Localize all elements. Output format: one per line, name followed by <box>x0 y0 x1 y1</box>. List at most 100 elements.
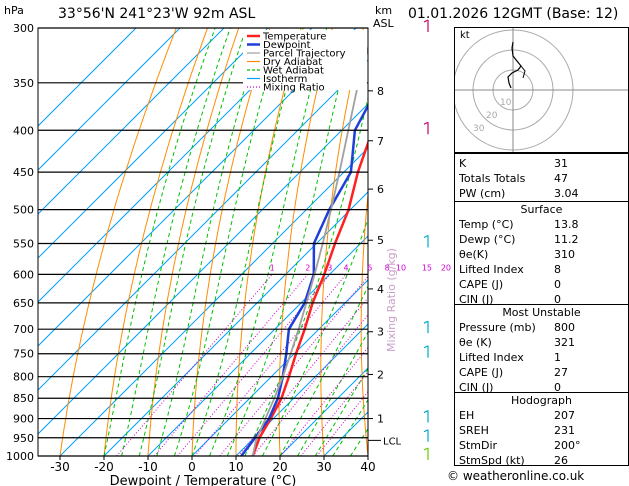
legend-label: Temperature <box>262 32 326 43</box>
wet-adiabat-line <box>191 28 304 456</box>
surface-row: Temp (°C) 13.8 <box>459 218 579 231</box>
hodograph-plot: 30 20 10 <box>455 28 628 152</box>
wind-barb <box>423 429 429 433</box>
legend-label: Parcel Trajectory <box>263 49 346 60</box>
mixing-ratio-line <box>177 274 331 456</box>
altitude-label: 1 <box>377 413 384 426</box>
isotherm-line <box>38 28 181 171</box>
wet-adiabat-line <box>103 28 216 456</box>
hodo-row: StmDir 200° <box>459 439 581 452</box>
pressure-unit-label: hPa <box>4 4 24 17</box>
x-tick-label: -20 <box>94 460 114 474</box>
mixing-ratio-label: 2 <box>305 263 310 272</box>
dry-adiabat-line <box>191 28 271 456</box>
isotherm-line <box>147 235 368 456</box>
wind-barb <box>423 410 429 414</box>
altitude-label: 5 <box>377 234 384 247</box>
wet-adiabat-line <box>173 28 283 456</box>
isotherm-line <box>38 28 225 215</box>
mixing-ratio-line <box>194 274 347 456</box>
hodo-row: StmSpd (kt) 26 <box>459 454 568 467</box>
legend-box <box>243 30 367 90</box>
wet-adiabat-line <box>297 330 368 456</box>
wet-adiabat-line <box>121 28 231 456</box>
hodo-row: SREH 231 <box>459 424 575 437</box>
surface-row: CIN (J) 0 <box>459 293 561 306</box>
datetime-label: 01.01.2026 12GMT (Base: 12) <box>408 6 619 22</box>
mixing-ratio-label: 20 <box>441 263 451 272</box>
dry-adiabat-line <box>59 28 177 456</box>
pressure-tick-label: 850 <box>13 392 34 405</box>
x-tick-label: 30 <box>316 460 331 474</box>
wind-barb <box>423 121 429 125</box>
wet-adiabat-line <box>209 28 328 456</box>
pressure-tick-label: 750 <box>13 348 34 361</box>
isotherm-line <box>38 28 269 259</box>
surface-title: Surface <box>520 203 563 216</box>
pressure-tick-label: 450 <box>13 166 34 179</box>
surface-panel: Surface Temp (°C) 13.8 Dewp (°C) 11.2 θe(K… <box>454 201 629 306</box>
surface-row: CAPE (J) 0 <box>459 278 561 291</box>
pressure-tick-label: 400 <box>13 124 34 137</box>
wind-barb <box>423 345 429 349</box>
mixing-ratio-label: 1 <box>270 263 275 272</box>
most-unstable-panel: Most Unstable Pressure (mb) 800 θe (K) 321… <box>454 304 629 394</box>
x-tick-label: -10 <box>138 460 158 474</box>
legend-label: Mixing Ratio <box>263 83 325 94</box>
legend-label: Isotherm <box>263 74 307 85</box>
mixing-ratio-label: 6 <box>367 263 372 272</box>
hodograph-panel: kt 30 20 10 <box>454 27 629 153</box>
hodograph-trace <box>507 41 522 89</box>
pressure-tick-label: 650 <box>13 297 34 310</box>
dry-adiabat-line <box>400 16 428 456</box>
pressure-tick-label: 900 <box>13 413 34 426</box>
legend-label: Dewpoint <box>263 40 311 51</box>
pressure-tick-label: 1000 <box>6 450 34 463</box>
lcl-label: LCL <box>383 436 402 447</box>
wet-adiabat-line <box>279 285 368 456</box>
plot-frame <box>37 27 369 457</box>
x-tick-label: 20 <box>272 460 287 474</box>
hodograph-ring-label: 30 <box>473 124 485 134</box>
altitude-label: 8 <box>377 85 384 98</box>
indices-panel: K 31 Totals Totals 47 PW (cm) 3.04 <box>454 153 629 203</box>
pressure-tick-label: 700 <box>13 323 34 336</box>
asl-unit-label: ASL <box>373 17 394 30</box>
surface-row: θe(K) 310 <box>459 248 575 261</box>
surface-row: Dewp (°C) 11.2 <box>459 233 579 246</box>
pressure-tick-label: 550 <box>13 237 34 250</box>
x-tick-label: 0 <box>188 460 196 474</box>
wet-adiabat-line <box>314 367 368 456</box>
wet-adiabat-line <box>332 399 368 456</box>
hodograph-unit-label: kt <box>460 30 470 41</box>
pressure-tick-label: 950 <box>13 432 34 445</box>
pressure-tick-label: 300 <box>13 22 34 35</box>
mu-row: CIN (J) 0 <box>459 381 561 394</box>
mixing-ratio-line <box>252 314 368 456</box>
dry-adiabat-line <box>147 28 240 456</box>
legend-label: Wet Adiabat <box>263 66 324 77</box>
isotherm-line <box>191 279 368 456</box>
pressure-tick-label: 350 <box>13 77 34 90</box>
x-axis-label: Dewpoint / Temperature (°C) <box>110 474 297 486</box>
isotherm-line <box>38 28 137 127</box>
pressure-tick-label: 500 <box>13 204 34 217</box>
hodograph-ring-label: 20 <box>486 111 498 121</box>
altitude-label: 3 <box>377 326 384 339</box>
hodograph-stats-panel: Hodograph EH 207 SREH 231 StmDir 200° StmSp… <box>454 392 629 467</box>
pressure-tick-label: 600 <box>13 268 34 281</box>
legend-label: Dry Adiabat <box>263 57 322 68</box>
mixing-ratio-label: 10 <box>396 263 406 272</box>
index-row: Totals Totals 47 <box>459 172 568 185</box>
mu-row: θe (K) 321 <box>459 336 575 349</box>
location-title: 33°56'N 241°23'W 92m ASL <box>58 6 256 22</box>
wind-barb <box>423 320 429 324</box>
isotherm-line <box>38 103 368 435</box>
altitude-label: 7 <box>377 135 384 148</box>
footer-credit: © weatheronline.co.uk <box>447 469 585 483</box>
isotherm-line <box>38 59 368 391</box>
hodo-row: EH 207 <box>459 409 575 422</box>
altitude-label: 2 <box>377 368 384 381</box>
